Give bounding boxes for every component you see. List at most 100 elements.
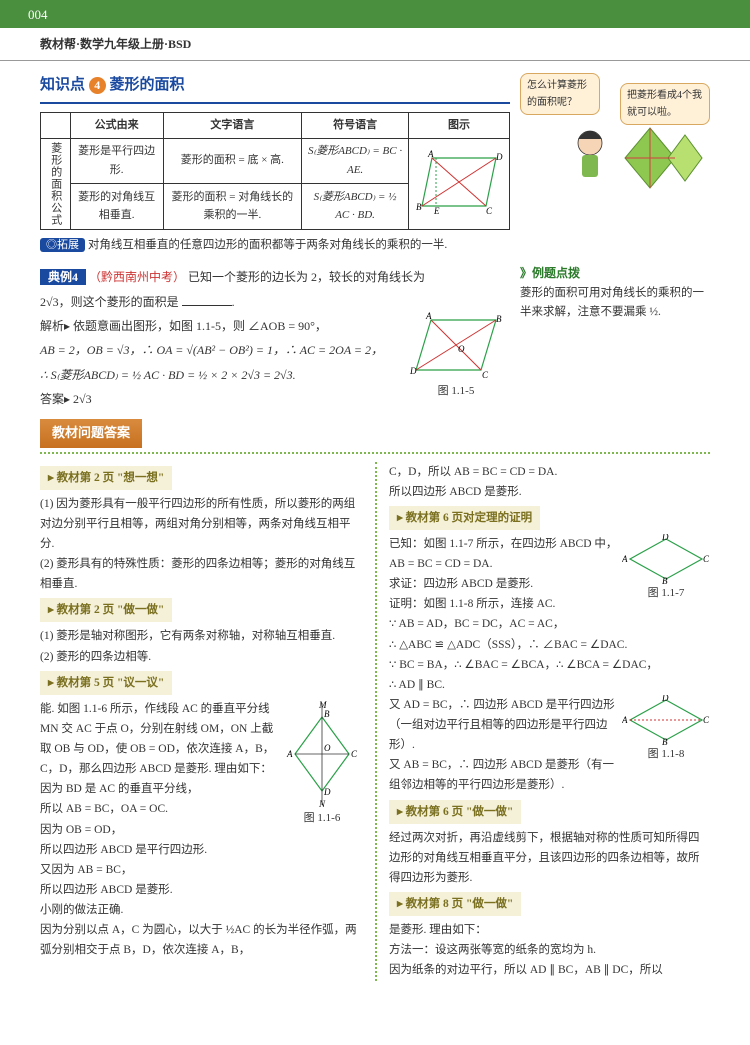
c2-p1: 已知：如图 1.1-7 所示，在四边形 ABCD 中，AB = BC = CD … [389,534,618,574]
c2-p12: 方法一：设这两张等宽的纸条的宽均为 h. [389,940,710,960]
c2-h3: 教材第 8 页 "做一做" [389,892,521,916]
svg-text:C: C [703,715,710,725]
svg-text:A: A [622,715,628,725]
th-1: 公式由来 [70,112,163,138]
c2-p7: ∴ AD ∥ BC. [389,675,710,695]
answers-banner: 教材问题答案 [40,419,142,447]
c1-h1: 教材第 2 页 "想一想" [40,466,172,490]
c2-p4: ∵ AB = AD，BC = DC，AC = AC， [389,614,710,634]
rhombus-diagram-1: A D B C E [414,150,504,218]
c2-p3: 证明：如图 1.1-8 所示，连接 AC. [389,594,618,614]
c1-p10: 又因为 AB = BC， [40,860,277,880]
column-right: C，D，所以 AB = BC = CD = DA. 所以四边形 ABCD 是菱形… [375,462,710,981]
extension-note: ◎拓展 对角线互相垂直的任意四边形的面积都等于两条对角线长的乘积的一半. [40,236,510,256]
c2-p0b: 所以四边形 ABCD 是菱形. [389,482,710,502]
svg-text:A: A [425,312,432,321]
top-bar: 004 [0,0,750,28]
page-header: 教材帮·数学九年级上册·BSD [0,28,750,61]
fig-1-1-8: D A C B 图 1.1-8 [622,695,710,796]
svg-text:C: C [703,554,710,564]
fig7-cap: 图 1.1-7 [622,584,710,603]
side-label: 菱形的面积公式 [41,138,71,229]
formula-table: 公式由来 文字语言 符号语言 图示 菱形的面积公式 菱形是平行四边形. 菱形的面… [40,112,510,230]
r2c2: 菱形的面积 = 对角线长的乘积的一半. [163,184,302,230]
ext-tag: ◎拓展 [40,238,85,252]
svg-text:B: B [416,202,422,212]
tip-panel: 例题点拨 菱形的面积可用对角线长的乘积的一半来求解，注意不要漏乘 ½. [520,263,710,409]
c2-h1: 教材第 6 页对定理的证明 [389,506,540,530]
ex4-source: （黔西南州中考） [89,270,185,284]
ex4-sol: 解析▸ 依题意画出图形，如图 1.1-5，则 ∠AOB = 90°， [40,316,398,336]
c2-h2: 教材第 6 页 "做一做" [389,800,521,824]
ext-text: 对角线互相垂直的任意四边形的面积都等于两条对角线长的乘积的一半. [85,239,447,251]
th-2: 文字语言 [163,112,302,138]
c2-p9: 又 AB = BC，∴ 四边形 ABCD 是菱形（有一组邻边相等的平行四边形是菱… [389,755,618,795]
c1-p1: (1) 因为菱形具有一般平行四边形的所有性质，所以菱形的两组对边分别平行且相等，… [40,494,361,554]
speech-bubble-q: 怎么计算菱形的面积呢？ [520,73,600,115]
ex4-q2-line: 2√3，则这个菱形的面积是 . [40,292,506,312]
column-left: 教材第 2 页 "想一想" (1) 因为菱形具有一般平行四边形的所有性质，所以菱… [40,462,361,981]
r1c3: S₍菱形ABCD₎ = BC · AE. [302,138,409,184]
th-4: 图示 [408,112,509,138]
fig5-cap: 图 1.1-5 [406,382,506,401]
kp-num-badge: 4 [89,77,106,94]
c2-p6: ∵ BC = BA，∴ ∠BAC = ∠BCA，∴ ∠BCA = ∠DAC， [389,655,710,675]
fig-1-1-7: D A C B 图 1.1-7 [622,534,710,615]
cartoon-panel: 怎么计算菱形的面积呢？ 把菱形看成4个我就可以啦。 [520,73,710,193]
c1-p4: (2) 菱形的四条边相等. [40,647,361,667]
svg-text:D: D [323,787,331,797]
c2-p8: 又 AD = BC，∴ 四边形 ABCD 是平行四边形（一组对边平行且相等的四边… [389,695,618,755]
r2c3: S₍菱形ABCD₎ = ½ AC · BD. [302,184,409,230]
svg-text:C: C [486,206,493,216]
c1-p3: (1) 菱形是轴对称图形，它有两条对称轴，对称轴互相垂直. [40,626,361,646]
kp-title: 菱形的面积 [110,77,185,93]
fig-1-1-5: A B C D O 图 1.1-5 [406,312,506,410]
fig8-cap: 图 1.1-8 [622,745,710,764]
th-blank [41,112,71,138]
r1c2: 菱形的面积 = 底 × 高. [163,138,302,184]
svg-text:B: B [496,314,502,324]
c2-p11: 是菱形. 理由如下： [389,920,710,940]
svg-text:D: D [661,534,669,542]
th-3: 符号语言 [302,112,409,138]
c1-p9: 所以四边形 ABCD 是平行四边形. [40,840,277,860]
c2-p13: 因为纸条的对边平行，所以 AD ∥ BC，AB ∥ DC，所以 [389,960,710,980]
svg-text:C: C [482,370,489,380]
tip-tag: 例题点拨 [520,263,710,283]
c1-h3: 教材第 5 页 "议一议" [40,671,172,695]
page-number: 004 [28,4,48,26]
ex4-ans: 答案▸ 2√3 [40,389,398,409]
example-4: 典例4 （黔西南州中考） 已知一个菱形的边长为 2，较长的对角线长为 [40,267,506,287]
svg-text:O: O [324,743,331,753]
svg-text:D: D [409,366,417,376]
answer-blank [182,305,232,306]
c1-p7: 所以 AB = BC，OA = OC. [40,799,277,819]
fig6-cap: 图 1.1-6 [283,809,361,828]
c2-p2: 求证：四边形 ABCD 是菱形. [389,574,618,594]
c1-p6: 因为 BD 是 AC 的垂直平分线， [40,779,277,799]
ex4-l2: ∴ S₍菱形ABCD₎ = ½ AC · BD = ½ × 2 × 2√3 = … [40,365,398,385]
knowledge-point-title: 知识点 4 菱形的面积 [40,73,510,104]
svg-text:B: B [662,576,668,584]
cartoon-svg [520,113,705,193]
svg-text:O: O [458,344,465,354]
page-body: 知识点 4 菱形的面积 公式由来 文字语言 符号语言 图示 菱形的面积公式 菱形… [0,61,750,1000]
svg-text:B: B [662,737,668,745]
c1-p12: 小刚的做法正确. [40,900,277,920]
svg-text:E: E [433,206,440,216]
diagram-cell: A D B C E [408,138,509,229]
c1-p2: (2) 菱形具有的特殊性质：菱形的四条边相等；菱形的对角线互相垂直. [40,554,361,594]
c1-p13: 因为分别以点 A，C 为圆心，以大于 ½AC 的长为半径作弧，两弧分别相交于点 … [40,920,361,960]
svg-text:D: D [661,695,669,703]
svg-text:C: C [351,749,358,759]
c1-p5: 能. 如图 1.1-6 所示，作线段 AC 的垂直平分线 MN 交 AC 于点 … [40,699,277,780]
svg-text:D: D [495,152,503,162]
svg-text:N: N [318,799,326,809]
tip-text: 菱形的面积可用对角线长的乘积的一半来求解，注意不要漏乘 ½. [520,284,710,323]
svg-text:A: A [427,150,434,159]
ex4-l1: AB = 2，OB = √3，∴ OA = √(AB² − OB²) = 1，∴… [40,340,398,360]
r1c1: 菱形是平行四边形. [70,138,163,184]
c1-p8: 因为 OB = OD， [40,820,277,840]
ex4-tag: 典例4 [40,269,86,285]
c2-p5: ∴ △ABC ≌ △ADC（SSS），∴ ∠BAC = ∠DAC. [389,635,710,655]
